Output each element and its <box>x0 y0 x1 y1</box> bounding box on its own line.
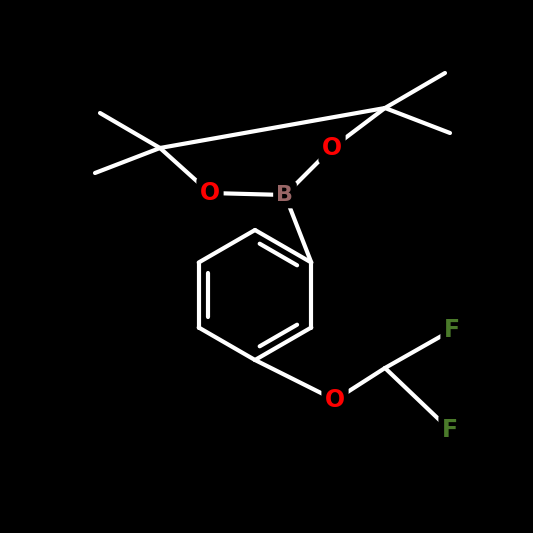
Text: F: F <box>442 418 458 442</box>
Text: O: O <box>325 388 345 412</box>
Text: O: O <box>200 181 220 205</box>
Text: F: F <box>444 318 460 342</box>
Text: B: B <box>277 185 294 205</box>
Text: O: O <box>322 136 342 160</box>
